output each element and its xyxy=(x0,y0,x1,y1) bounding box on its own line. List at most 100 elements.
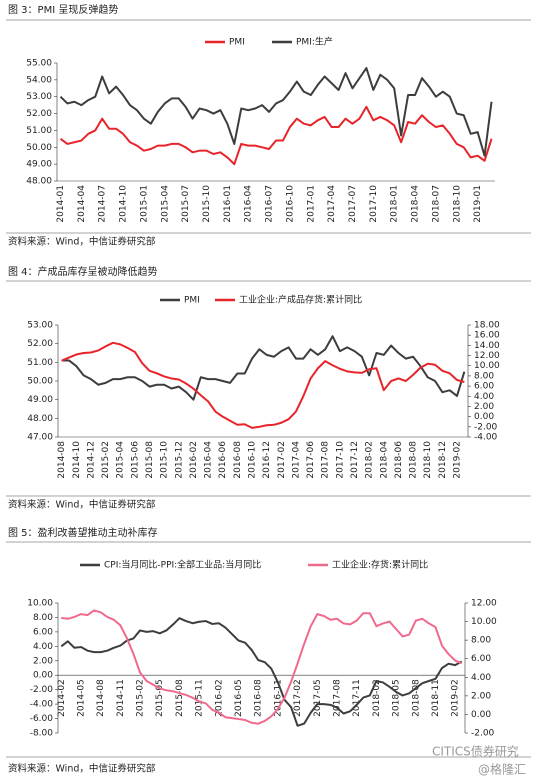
x-tick-label: 2016-02 xyxy=(189,441,199,479)
x-tick-label: 2018-04 xyxy=(379,441,389,479)
legend-label: 工业企业:产成品存货:累计同比 xyxy=(239,294,362,306)
series-line xyxy=(61,335,466,401)
x-tick-label: 2015-11 xyxy=(195,679,205,717)
watermark-brand: CITICS债券研究 xyxy=(432,744,519,759)
y-tick-label: 53.00 xyxy=(26,92,52,102)
x-tick-label: 2016-01 xyxy=(223,185,233,223)
x-tick-label: 2018-04 xyxy=(411,185,421,223)
y-tick-label: 8.00 xyxy=(33,613,53,623)
x-tick-label: 2018-06 xyxy=(394,441,404,479)
x-tick-label: 2016-08 xyxy=(233,441,243,479)
x-tick-label: 2017-12 xyxy=(350,441,360,479)
x-tick-label: 2016-10 xyxy=(285,185,295,223)
x-tick-label: 2019-02 xyxy=(453,441,463,479)
y2-tick-label: 6.00 xyxy=(471,654,491,664)
figure-caption: 图 3：PMI 呈现反弹趋势 xyxy=(8,3,118,16)
y-tick-label: 47.00 xyxy=(27,433,53,443)
y-tick-label: 53.00 xyxy=(27,321,53,331)
figure-caption: 图 4：产成品库存呈被动降低趋势 xyxy=(8,265,158,278)
y-tick-label: 51.00 xyxy=(27,358,53,368)
series-line xyxy=(61,341,465,429)
y2-tick-label: -2.00 xyxy=(471,729,495,739)
x-tick-label: 2018-02 xyxy=(365,441,375,479)
x-tick-label: 2016-04 xyxy=(204,441,214,479)
y-tick-label: 52.00 xyxy=(27,339,53,349)
x-tick-label: 2018-10 xyxy=(423,441,433,479)
y2-tick-label: 0.00 xyxy=(474,412,494,422)
x-tick-label: 2017-05 xyxy=(313,679,323,717)
series-line xyxy=(61,609,463,725)
y-tick-label: -8.00 xyxy=(30,729,54,739)
x-tick-label: 2015-04 xyxy=(116,441,126,479)
x-tick-label: 2019-02 xyxy=(451,679,461,717)
x-tick-label: 2018-08 xyxy=(409,441,419,479)
y2-tick-label: 8.00 xyxy=(474,371,494,381)
y-tick-label: -4.00 xyxy=(30,700,54,710)
x-tick-label: 2015-12 xyxy=(174,441,184,479)
y2-tick-label: 16.00 xyxy=(474,331,500,341)
x-tick-label: 2017-08 xyxy=(321,441,331,479)
x-tick-label: 2017-06 xyxy=(306,441,316,479)
x-tick-label: 2015-06 xyxy=(130,441,140,479)
source-note: 资料来源：Wind，中信证券研究部 xyxy=(8,763,155,775)
y2-tick-label: 6.00 xyxy=(474,382,494,392)
x-tick-label: 2018-05 xyxy=(392,679,402,717)
x-tick-label: 2014-08 xyxy=(96,679,106,717)
y-tick-label: 10.00 xyxy=(27,599,53,609)
figure-caption: 图 5：盈利改善望推动主动补库存 xyxy=(8,526,158,539)
y-tick-label: 54.00 xyxy=(26,75,52,85)
y-tick-label: 48.00 xyxy=(27,414,53,424)
series-line xyxy=(59,67,493,157)
x-tick-label: 2014-02 xyxy=(57,679,67,717)
x-tick-label: 2016-02 xyxy=(214,679,224,717)
x-tick-label: 2017-10 xyxy=(335,441,345,479)
x-tick-label: 2018-12 xyxy=(438,441,448,479)
x-tick-label: 2014-10 xyxy=(72,441,82,479)
x-tick-label: 2018-08 xyxy=(411,679,421,717)
x-tick-label: 2017-04 xyxy=(291,441,301,479)
x-tick-label: 2018-02 xyxy=(372,679,382,717)
x-tick-label: 2016-11 xyxy=(273,679,283,717)
x-tick-label: 2014-07 xyxy=(98,185,108,223)
x-tick-label: 2017-10 xyxy=(369,185,379,223)
series-line xyxy=(59,105,493,166)
x-tick-label: 2014-04 xyxy=(77,185,87,223)
x-tick-label: 2017-01 xyxy=(306,185,316,223)
y-tick-label: 52.00 xyxy=(26,109,52,119)
x-tick-label: 2015-08 xyxy=(175,679,185,717)
y-tick-label: 50.00 xyxy=(26,143,52,153)
x-tick-label: 2016-07 xyxy=(265,185,275,223)
y2-tick-label: 2.00 xyxy=(474,402,494,412)
y-tick-label: 49.00 xyxy=(26,160,52,170)
y-tick-label: 50.00 xyxy=(27,377,53,387)
y2-tick-label: 10.00 xyxy=(474,361,500,371)
x-tick-label: 2017-07 xyxy=(348,185,358,223)
x-tick-label: 2014-01 xyxy=(56,185,66,223)
y2-tick-label: -2.00 xyxy=(474,422,498,432)
source-note: 资料来源：Wind，中信证券研究部 xyxy=(8,236,155,248)
y2-tick-label: 12.00 xyxy=(474,351,500,361)
x-tick-label: 2014-05 xyxy=(76,679,86,717)
x-tick-label: 2016-12 xyxy=(262,441,272,479)
x-tick-label: 2016-05 xyxy=(234,679,244,717)
x-tick-label: 2016-08 xyxy=(254,679,264,717)
x-tick-label: 2015-01 xyxy=(139,185,149,223)
y2-tick-label: -4.00 xyxy=(474,433,498,443)
x-tick-label: 2014-10 xyxy=(119,185,129,223)
x-tick-label: 2018-01 xyxy=(390,185,400,223)
y-tick-label: -6.00 xyxy=(30,714,54,724)
y-tick-label: 4.00 xyxy=(33,642,53,652)
x-tick-label: 2014-12 xyxy=(86,441,96,479)
y2-tick-label: 0.00 xyxy=(471,710,491,720)
x-tick-label: 2015-02 xyxy=(136,679,146,717)
x-tick-label: 2015-08 xyxy=(145,441,155,479)
source-note: 资料来源：Wind，中信证券研究部 xyxy=(8,499,155,511)
y2-tick-label: 12.00 xyxy=(471,599,497,609)
x-tick-label: 2019-01 xyxy=(473,185,483,223)
x-tick-label: 2017-08 xyxy=(332,679,342,717)
x-tick-label: 2018-10 xyxy=(452,185,462,223)
y2-tick-label: 18.00 xyxy=(474,321,500,331)
x-tick-label: 2015-07 xyxy=(181,185,191,223)
x-tick-label: 2017-04 xyxy=(327,185,337,223)
